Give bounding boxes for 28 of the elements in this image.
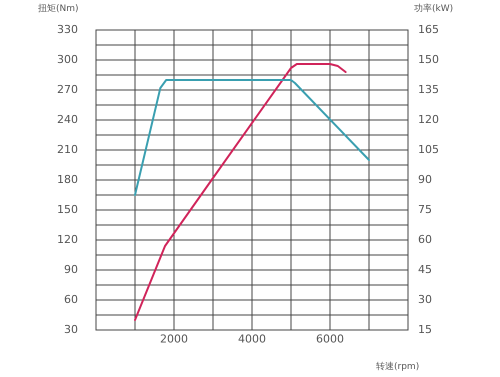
y2-tick-label: 150	[418, 52, 439, 66]
x-axis-title: 转速(rpm)	[376, 360, 420, 373]
y2-tick-label: 120	[418, 112, 439, 126]
y2-tick-label: 165	[418, 22, 439, 36]
y-tick-label: 150	[57, 202, 78, 216]
y-tick-label: 30	[64, 322, 78, 336]
y2-tick-label: 75	[418, 202, 432, 216]
y-tick-label: 120	[57, 232, 78, 246]
y-tick-label: 240	[57, 112, 78, 126]
y2-tick-label: 45	[418, 262, 432, 276]
y-tick-label: 270	[57, 82, 78, 96]
y2-tick-label: 30	[418, 292, 432, 306]
y2-axis-title: 功率(kW)	[414, 2, 454, 15]
y2-tick-label: 135	[418, 82, 439, 96]
x-tick-label: 6000	[316, 332, 344, 346]
y-axis-title: 扭矩(Nm)	[38, 2, 79, 15]
y-tick-label: 210	[57, 142, 78, 156]
y2-tick-label: 105	[418, 142, 439, 156]
y-tick-label: 90	[64, 262, 78, 276]
y-tick-label: 60	[64, 292, 78, 306]
x-tick-label: 4000	[238, 332, 266, 346]
y2-tick-label: 15	[418, 322, 432, 336]
y2-tick-label: 60	[418, 232, 432, 246]
y-tick-label: 180	[57, 172, 78, 186]
x-tick-label: 2000	[160, 332, 188, 346]
y-tick-label: 300	[57, 52, 78, 66]
y2-tick-label: 90	[418, 172, 432, 186]
y-tick-label: 330	[57, 22, 78, 36]
